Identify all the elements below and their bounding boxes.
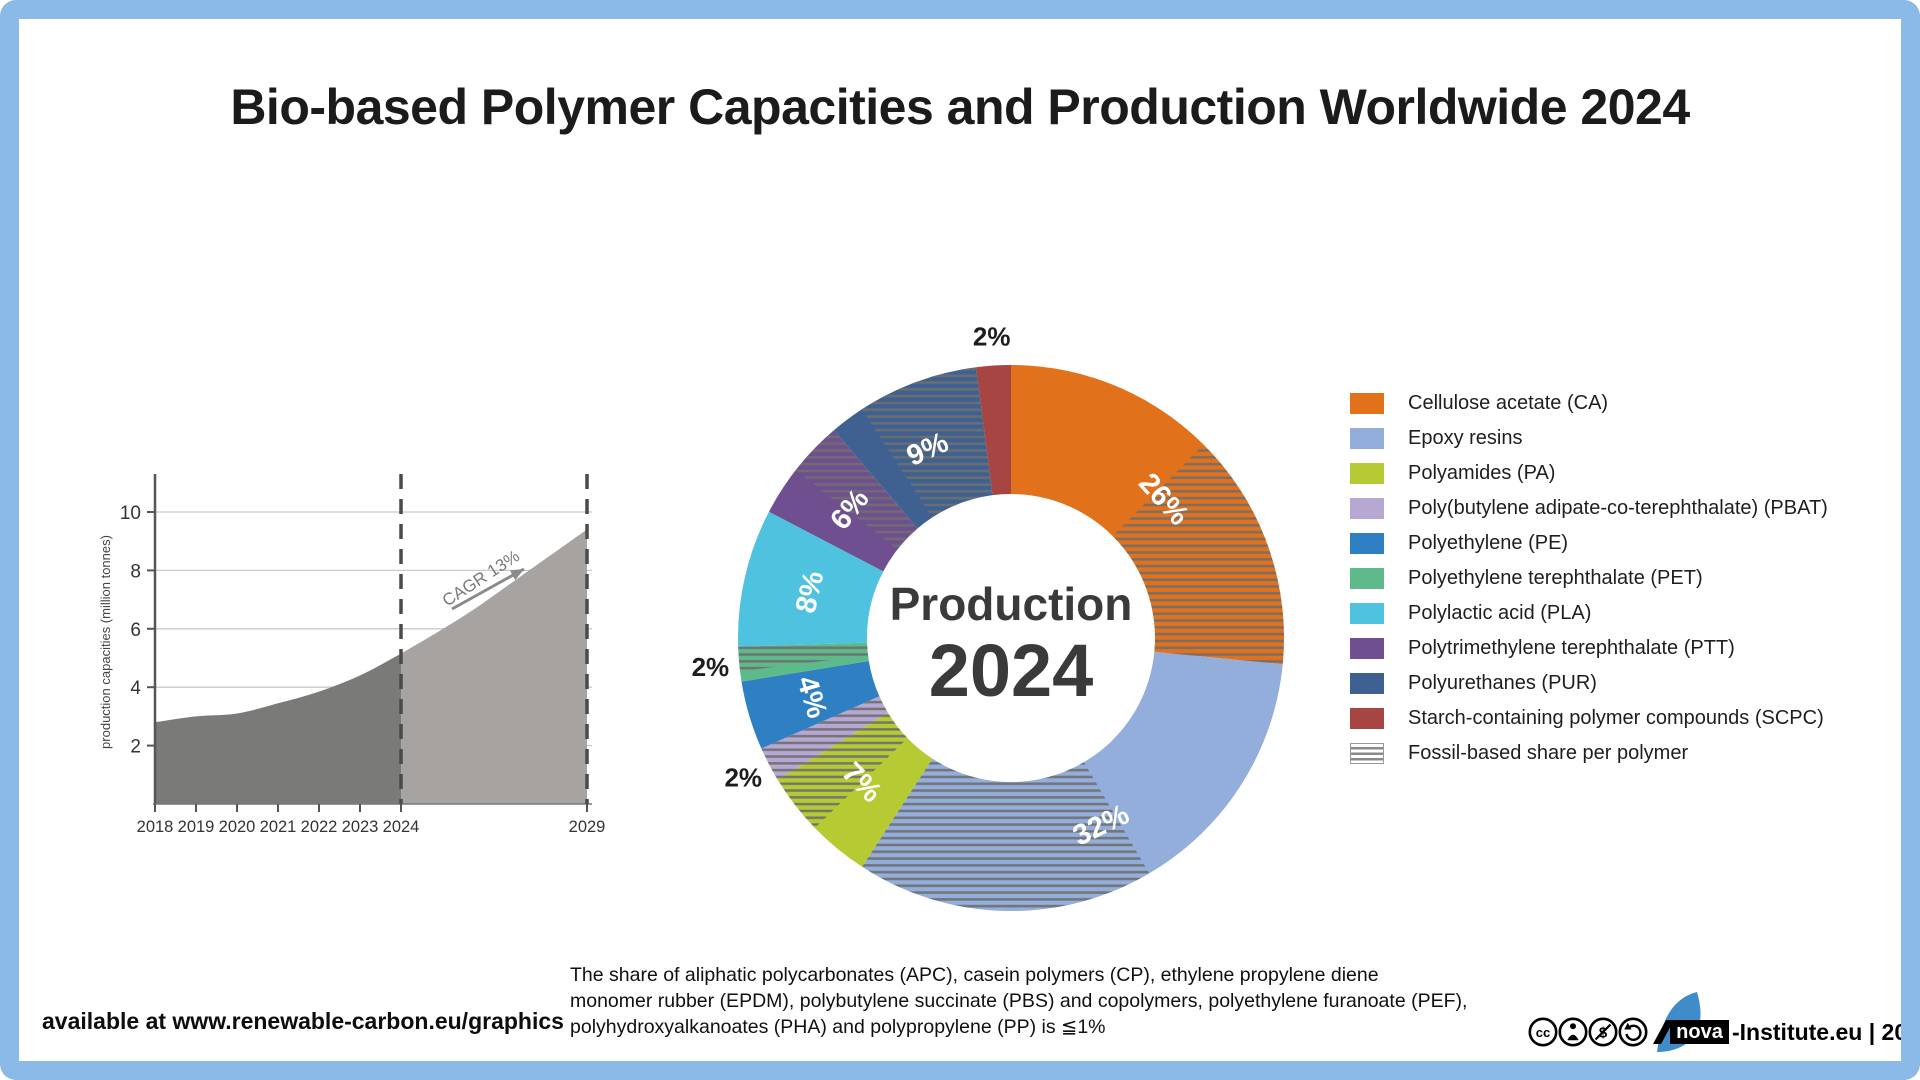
legend-hatch-swatch: [1350, 743, 1384, 764]
legend-color-swatch: [1350, 533, 1384, 554]
footnote: The share of aliphatic polycarbonates (A…: [570, 962, 1467, 1040]
availability-note: available at www.renewable-carbon.eu/gra…: [42, 1008, 564, 1034]
legend-item-fossil-share: Fossil-based share per polymer: [1350, 742, 1828, 764]
slice-percent-label-outside: 2%: [724, 763, 762, 793]
legend-item: Polylactic acid (PLA): [1350, 602, 1828, 624]
legend-item-label: Epoxy resins: [1408, 427, 1523, 449]
nova-logo-slash: [1653, 1020, 1674, 1044]
y-tick-label: 8: [130, 561, 141, 582]
page-title: Bio-based Polymer Capacities and Product…: [230, 79, 1690, 135]
donut-center-title: Production: [890, 578, 1133, 630]
fossil-hatch: [862, 758, 1150, 911]
y-tick-label: 4: [130, 678, 141, 699]
legend-item: Polyurethanes (PUR): [1350, 672, 1828, 694]
x-tick-label: 2024: [383, 818, 420, 836]
y-tick-label: 2: [130, 737, 141, 758]
legend-color-swatch: [1350, 568, 1384, 589]
legend-item: Polyethylene (PE): [1350, 532, 1828, 554]
y-axis-title: production capacities (million tonnes): [98, 535, 113, 749]
y-tick-label: 10: [120, 503, 141, 524]
capacity-area-chart: 2 4 6 8 10 2018 2019 2020 2021 2022 2023 2024 2029 pr…: [98, 474, 606, 836]
legend-item: Poly(butylene adipate-co-terephthalate) …: [1350, 497, 1828, 519]
legend-item-label: Polyurethanes (PUR): [1408, 672, 1597, 694]
legend-item: Starch-containing polymer compounds (SCP…: [1350, 707, 1828, 729]
donut-slice: [741, 660, 880, 749]
legend-item-label: Cellulose acetate (CA): [1408, 392, 1609, 414]
slice-percent-label-outside: 2%: [973, 322, 1011, 352]
legend-color-swatch: [1350, 428, 1384, 449]
nova-logo-box: [1670, 1020, 1729, 1044]
fossil-hatch-overlays: [738, 367, 1284, 911]
x-tick-label: 2023: [342, 818, 379, 836]
legend-item-label: Fossil-based share per polymer: [1408, 742, 1689, 764]
slice-percent-label-outside: 2%: [692, 652, 730, 682]
legend-color-swatch: [1350, 393, 1384, 414]
fossil-hatch: [795, 430, 918, 550]
cc-license-icon: cc: [1528, 1017, 1558, 1047]
y-tick-label: 6: [130, 620, 141, 641]
x-tick-label: 2021: [260, 818, 297, 836]
fossil-hatch: [861, 367, 993, 518]
cc-glyph: cc: [1536, 1025, 1550, 1040]
nova-logo: nova -Institute.eu | 2025: [1653, 992, 1905, 1052]
credits-suffix: -Institute.eu | 2025: [1732, 1019, 1905, 1045]
x-tick-label: 2020: [219, 818, 256, 836]
footnote-line-1: The share of aliphatic polycarbonates (A…: [570, 964, 1379, 986]
fossil-hatch: [738, 642, 869, 672]
legend-item-label: Poly(butylene adipate-co-terephthalate) …: [1408, 497, 1828, 519]
x-tick-label: 2022: [301, 818, 338, 836]
legend-color-swatch: [1350, 603, 1384, 624]
fossil-hatch: [777, 712, 908, 828]
legend-color-swatch: [1350, 463, 1384, 484]
cc-nc-icon: $: [1588, 1017, 1618, 1047]
x-tick-label: 2029: [569, 818, 606, 836]
donut-center-year: 2024: [929, 629, 1094, 712]
legend-item-label: Polyamides (PA): [1408, 462, 1556, 484]
cc-by-icon: [1558, 1017, 1588, 1047]
legend-item-label: Starch-containing polymer compounds (SCP…: [1408, 707, 1824, 729]
legend-color-swatch: [1350, 498, 1384, 519]
legend-item: Cellulose acetate (CA): [1350, 392, 1828, 414]
legend-item: Polyamides (PA): [1350, 462, 1828, 484]
area-series-historical: [155, 653, 401, 804]
x-tick-label: 2019: [178, 818, 215, 836]
footnote-line-3: polyhydroxyalkanoates (PHA) and polyprop…: [570, 1016, 1106, 1038]
credits-bar: cc $ nova -Institute.eu | 2025: [1528, 992, 1905, 1052]
legend-item: Polytrimethylene terephthalate (PTT): [1350, 637, 1828, 659]
legend-color-swatch: [1350, 638, 1384, 659]
legend-color-swatch: [1350, 708, 1384, 729]
legend-item: Polyethylene terephthalate (PET): [1350, 567, 1828, 589]
footnote-line-2: monomer rubber (EPDM), polybutylene succ…: [570, 990, 1468, 1012]
donut-slice: [738, 511, 884, 647]
donut-slice: [976, 365, 1011, 496]
donut-legend: Cellulose acetate (CA) Epoxy resins Polyam…: [1350, 392, 1828, 778]
nova-logo-text: nova: [1676, 1021, 1724, 1043]
cagr-arrowhead: [509, 569, 524, 581]
fossil-hatch: [1112, 444, 1284, 665]
legend-item-label: Polylactic acid (PLA): [1408, 602, 1592, 624]
legend-color-swatch: [1350, 673, 1384, 694]
area-series-forecast: [401, 529, 587, 804]
legend-item-label: Polyethylene terephthalate (PET): [1408, 567, 1703, 589]
legend-item: Epoxy resins: [1350, 427, 1828, 449]
legend-item-label: Polyethylene (PE): [1408, 532, 1569, 554]
cc-sa-icon: [1618, 1017, 1648, 1047]
x-tick-label: 2018: [137, 818, 174, 836]
fossil-hatch: [761, 696, 888, 780]
legend-item-label: Polytrimethylene terephthalate (PTT): [1408, 637, 1735, 659]
